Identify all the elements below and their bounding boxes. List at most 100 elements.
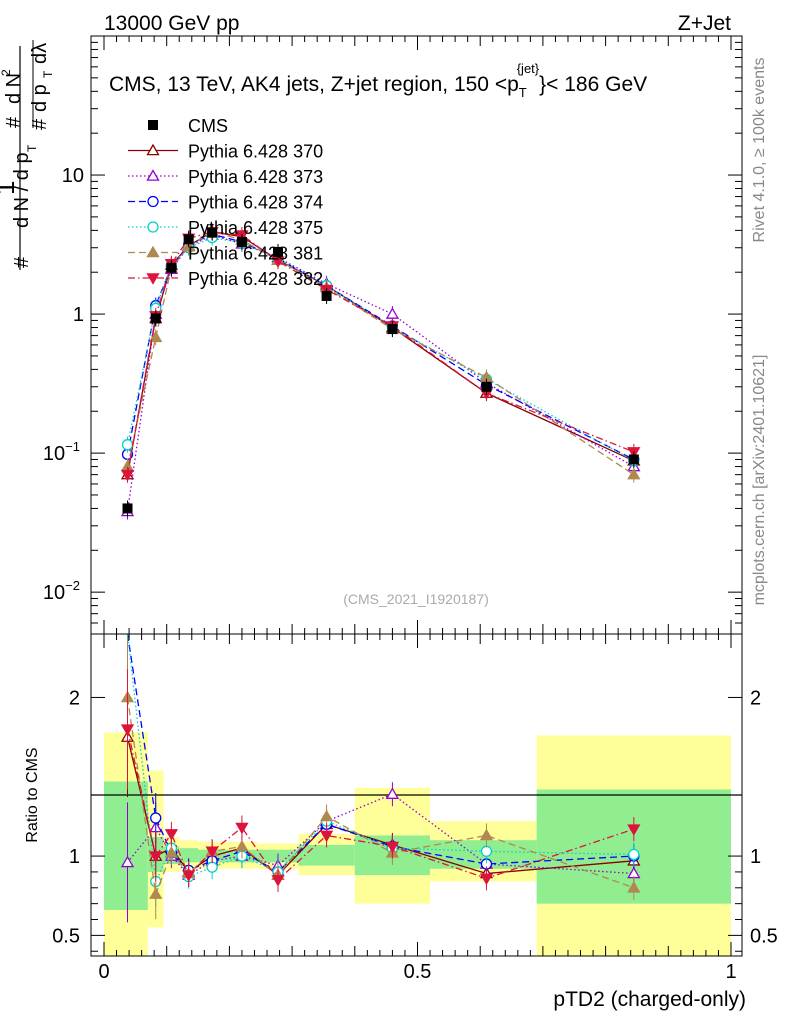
data-point-375 — [121, 439, 134, 451]
main-data-layer — [120, 223, 641, 520]
ratio-point-373 — [120, 855, 135, 868]
data-point-CMS — [387, 324, 398, 335]
chart-title: CMS, 13 TeV, AK4 jets, Z+jet region, 150… — [109, 61, 647, 100]
ratio-y-axis: 0.5 0.5 1 1 2 2 — [52, 687, 778, 952]
data-point-CMS — [150, 313, 161, 324]
x-tick-label: 1 — [725, 961, 736, 983]
main-y-tick-label: 1 — [73, 304, 84, 326]
ratio-frame — [90, 633, 743, 957]
svg-text:2: 2 — [0, 69, 13, 76]
ratio-point-381 — [479, 828, 494, 841]
legend-marker-374 — [147, 195, 159, 208]
ratio-data-layer — [120, 633, 641, 923]
header-process: Z+Jet — [678, 12, 731, 35]
series-CMS — [122, 224, 639, 517]
legend-label-382: Pythia 6.428 382 — [188, 269, 323, 289]
x-tick-label: 0 — [98, 961, 109, 983]
ratio-y-tick-label-left: 0.5 — [52, 925, 80, 947]
legend-marker-375 — [147, 221, 159, 233]
main-panel: (CMS_2021_I1920187) CMS, 13 TeV, AK4 jet… — [0, 35, 743, 635]
ratio-y-label: Ratio to CMS — [24, 747, 41, 842]
ratio-point-381 — [235, 839, 249, 852]
data-point-381 — [149, 330, 163, 343]
svg-text:T: T — [25, 144, 39, 152]
svg-text:d N / d p: d N / d p — [11, 152, 33, 228]
ratio-point-382 — [182, 870, 196, 882]
svg-text:d p: d p — [29, 84, 51, 112]
ratio-point-381 — [149, 887, 163, 899]
ratio-point-375 — [206, 861, 218, 873]
main-y-tick-label: 10 — [62, 165, 84, 187]
ratio-point-381 — [164, 846, 179, 858]
legend: CMS Pythia 6.428 370 Pythia 6.428 373 Pythi… — [128, 116, 323, 289]
ratio-point-382 — [319, 830, 334, 843]
data-point-CMS — [207, 227, 218, 238]
ratio-point-382 — [479, 873, 494, 886]
data-point-CMS — [628, 454, 639, 465]
main-y-label: # d N / d p T 1 # d p T dλ # d N 2 — [0, 40, 55, 270]
svg-text:1: 1 — [0, 181, 20, 195]
legend-marker-370 — [146, 143, 160, 156]
ratio-bands — [104, 732, 731, 956]
data-point-CMS — [183, 234, 194, 245]
ratio-point-382 — [271, 875, 285, 887]
legend-label-381: Pythia 6.428 381 — [188, 244, 323, 264]
legend-label-374: Pythia 6.428 374 — [188, 193, 323, 213]
rivet-version-label: Rivet 4.1.0, ≥ 100k events — [751, 58, 768, 243]
data-point-CMS — [321, 290, 332, 301]
legend-label-370: Pythia 6.428 370 — [188, 142, 323, 162]
ratio-point-381 — [627, 880, 641, 893]
ratio-point-373 — [385, 787, 400, 799]
svg-text:d N: d N — [3, 73, 25, 104]
ratio-point-382 — [149, 851, 163, 863]
series-line-381 — [126, 230, 635, 476]
svg-text:T: T — [41, 70, 55, 78]
series-375 — [121, 229, 640, 469]
data-point-381 — [627, 467, 641, 480]
x-tick-label: 0.5 — [404, 961, 432, 983]
data-point-382 — [120, 469, 135, 482]
ratio-series-382 — [120, 669, 641, 892]
chart-watermark: (CMS_2021_I1920187) — [343, 591, 489, 607]
ratio-y-tick-label-left: 2 — [69, 687, 80, 709]
data-point-CMS — [166, 262, 177, 273]
ratio-point-381 — [319, 809, 334, 822]
ratio-point-374 — [150, 812, 162, 824]
ratio-y-tick-label-left: 1 — [69, 846, 80, 868]
legend-label-375: Pythia 6.428 375 — [188, 218, 323, 238]
legend-marker-381 — [146, 245, 160, 258]
ratio-panel: 0.5 0.51 12 2 0 0.5 1 Ratio to CMS pTD2 (char… — [24, 633, 778, 1011]
mcplots-label: mcplots.cern.ch [arXiv:2401.10621] — [751, 355, 768, 606]
svg-text:#: # — [11, 256, 33, 268]
ratio-point-382 — [205, 846, 219, 859]
ratio-y-tick-label-right: 1 — [750, 846, 761, 868]
legend-label-CMS: CMS — [188, 116, 228, 136]
ratio-band-inner — [298, 844, 355, 866]
ratio-band-inner — [104, 781, 148, 910]
ratio-point-382 — [235, 822, 249, 835]
data-point-CMS — [272, 246, 283, 257]
x-axis-label: pTD2 (charged-only) — [553, 988, 746, 1011]
legend-marker-382 — [146, 273, 160, 285]
ratio-line-382 — [126, 729, 635, 881]
header-energy: 13000 GeV pp — [104, 12, 239, 35]
ratio-point-382 — [385, 841, 400, 854]
data-point-CMS — [236, 236, 247, 247]
main-y-tick-label: 10−2 — [43, 578, 80, 604]
ratio-x-axis: 0 0.5 1 — [98, 634, 737, 983]
legend-label-373: Pythia 6.428 373 — [188, 167, 323, 187]
data-point-CMS — [122, 503, 133, 514]
data-point-CMS — [481, 381, 492, 392]
ratio-point-375 — [480, 845, 493, 857]
data-point-373 — [385, 307, 400, 319]
ratio-band-inner — [179, 848, 199, 863]
ratio-point-382 — [627, 824, 641, 836]
main-y-tick-label: 10−1 — [43, 439, 80, 465]
legend-marker-373 — [146, 169, 160, 181]
ratio-point-382 — [164, 829, 179, 841]
legend-marker-CMS — [148, 120, 158, 130]
ratio-y-tick-label-right: 0.5 — [750, 925, 778, 947]
svg-text:dλ: dλ — [29, 43, 51, 64]
svg-text:#: # — [3, 116, 25, 128]
